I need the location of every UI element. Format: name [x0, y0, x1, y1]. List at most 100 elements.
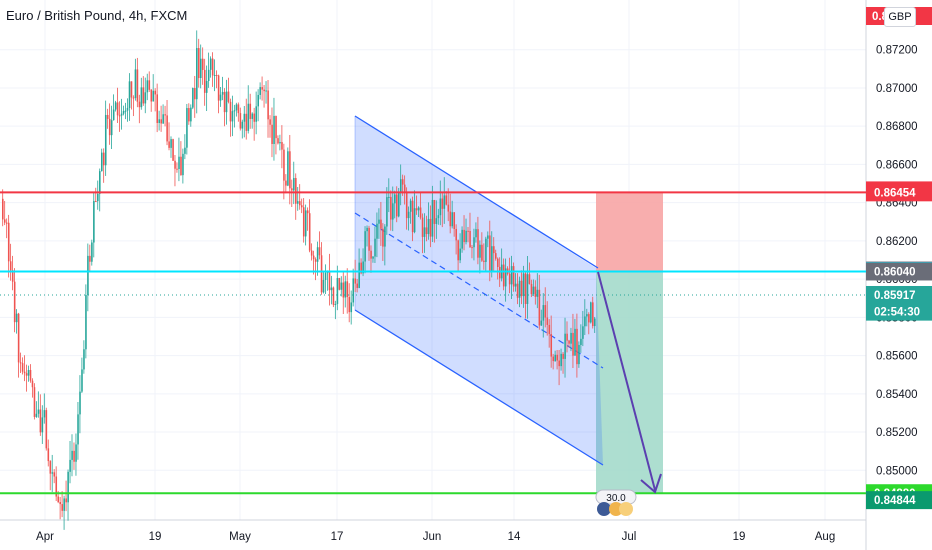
candle-body: [61, 504, 63, 511]
candle-body: [17, 313, 20, 363]
candle-body: [546, 317, 549, 325]
candle-body: [425, 227, 428, 235]
candle-body: [35, 413, 38, 417]
projection-arrow-head: [640, 473, 662, 494]
candle-body: [67, 471, 69, 503]
candle-body: [7, 222, 10, 262]
candle-body: [399, 179, 402, 192]
candle-body: [180, 156, 182, 176]
y-tick-label: 0.86600: [876, 159, 918, 171]
candle-body: [257, 94, 259, 107]
event-icon: [619, 502, 633, 516]
candle-body: [344, 281, 347, 298]
candle-body: [441, 198, 444, 209]
candle-body: [138, 101, 141, 108]
currency-badge[interactable]: GBP: [884, 7, 916, 27]
candle-body: [485, 238, 487, 262]
candle-body: [421, 217, 424, 237]
candle-body: [330, 287, 333, 291]
candle-body: [471, 247, 473, 249]
candle-body: [413, 208, 416, 233]
candle-body: [158, 119, 160, 123]
candle-body: [550, 334, 553, 357]
y-tick-label: 0.86800: [876, 121, 918, 133]
candle-body: [423, 227, 426, 237]
candle-body: [101, 152, 103, 172]
candle-body: [302, 207, 305, 237]
candle-body: [160, 119, 162, 124]
candle-body: [455, 228, 457, 241]
price-tag-text: 0.85917: [874, 290, 916, 302]
candle-body: [186, 108, 188, 148]
x-tick-label: 19: [733, 531, 746, 543]
channel-label-text: 30.0: [606, 493, 626, 504]
candle-body: [368, 227, 370, 251]
candle-body: [273, 115, 275, 144]
x-tick-label: 19: [149, 531, 162, 543]
candle-body: [469, 231, 471, 248]
candle-body: [411, 200, 414, 233]
candle-body: [291, 188, 293, 191]
candle-body: [239, 113, 242, 129]
candle-body: [497, 258, 499, 267]
candle-body: [200, 58, 202, 79]
candle-body: [132, 97, 135, 99]
candle-body: [582, 326, 584, 339]
candle-body: [277, 138, 279, 144]
candle-body: [51, 472, 54, 474]
candle-body: [304, 210, 307, 237]
event-icon: [609, 502, 623, 516]
candle-body: [144, 92, 147, 104]
candle-body: [114, 102, 117, 110]
event-icon: [597, 502, 611, 516]
y-tick-label: 0.87000: [876, 83, 918, 95]
candle-body: [318, 247, 321, 256]
candle-body: [241, 121, 244, 129]
candle-body: [65, 498, 67, 503]
x-tick-label: 17: [331, 531, 344, 543]
candle-body: [73, 450, 75, 462]
candle-body: [588, 314, 590, 323]
candle-body: [162, 114, 164, 124]
candle-body: [332, 287, 335, 305]
price-tag-text: 0.86454: [874, 187, 916, 199]
candle-body: [194, 88, 196, 100]
candle-body: [461, 229, 463, 249]
candle-body: [243, 113, 246, 122]
y-tick-label: 0.86200: [876, 236, 918, 248]
candle-body: [342, 282, 345, 298]
x-tick-label: 14: [508, 531, 521, 543]
candle-body: [247, 103, 250, 131]
candle-body: [502, 264, 505, 287]
candle-body: [483, 260, 485, 262]
candle-body: [87, 255, 89, 296]
candle-body: [328, 270, 331, 291]
candle-body: [146, 80, 149, 93]
candle-body: [459, 248, 461, 261]
candle-body: [93, 200, 95, 243]
candle-body: [340, 282, 343, 290]
candle-body: [475, 229, 477, 238]
candle-body: [57, 496, 60, 503]
candle-body: [196, 48, 198, 100]
candle-body: [211, 58, 214, 76]
candle-body: [33, 387, 36, 417]
y-tick-label: 0.87200: [876, 45, 918, 57]
candle-body: [221, 91, 224, 95]
candle-body: [178, 156, 180, 169]
candle-body: [308, 213, 311, 251]
candle-body: [140, 87, 143, 108]
candle-body: [259, 87, 261, 95]
candle-body: [142, 87, 145, 104]
candle-body: [166, 115, 168, 142]
candle-body: [215, 74, 218, 76]
candle-body: [554, 354, 556, 362]
price-tag-text: 02:54:30: [874, 307, 920, 319]
candle-body: [249, 103, 252, 119]
candle-body: [498, 266, 501, 279]
candle-body: [392, 203, 394, 220]
candle-body: [320, 255, 323, 293]
candle-body: [281, 142, 283, 150]
candle-body: [231, 111, 234, 122]
